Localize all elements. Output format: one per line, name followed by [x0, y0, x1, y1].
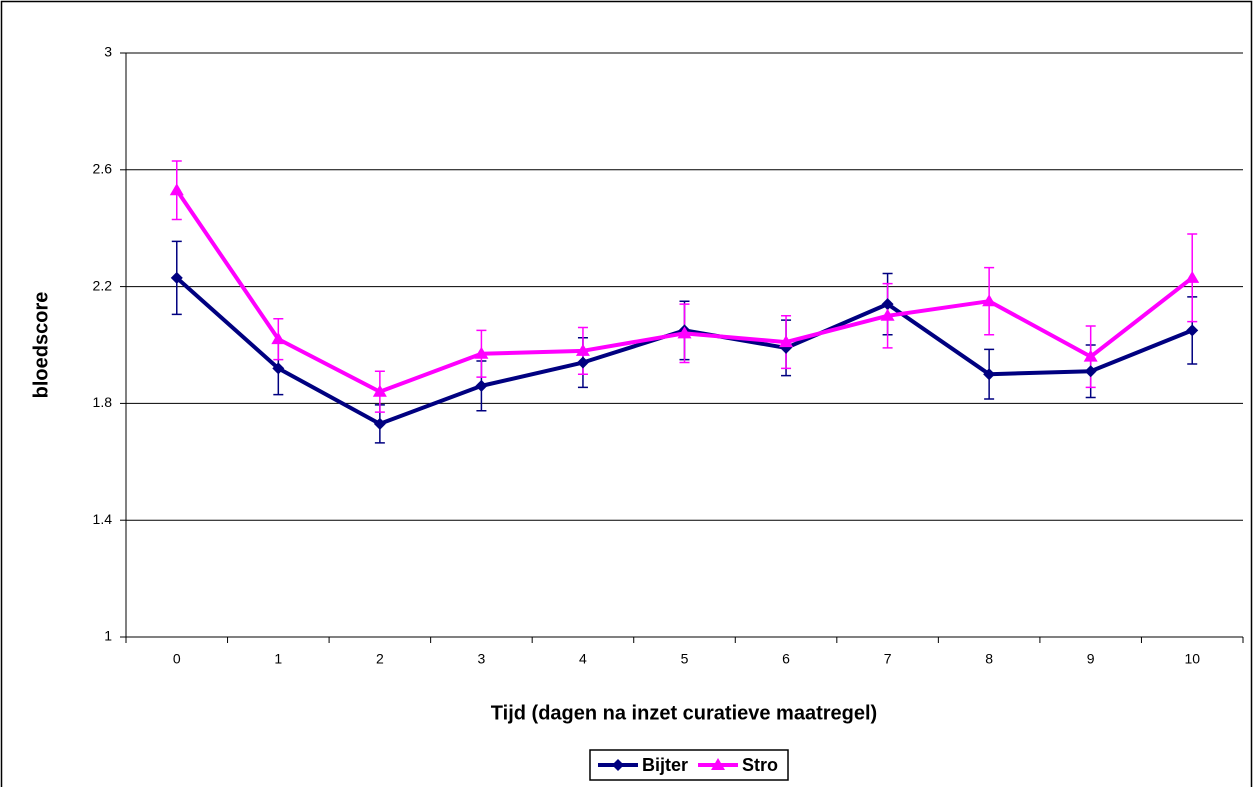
marker — [169, 183, 184, 196]
x-tick-label: 9 — [1087, 651, 1095, 667]
y-tick-label: 1.4 — [93, 511, 113, 527]
legend-label: Stro — [742, 755, 778, 775]
marker — [982, 294, 997, 307]
marker — [474, 346, 489, 359]
marker — [1083, 349, 1098, 362]
x-axis-title: Tijd (dagen na inzet curatieve maatregel… — [491, 702, 877, 724]
x-tick-label: 8 — [985, 651, 993, 667]
x-tick-label: 3 — [478, 651, 486, 667]
x-tick-label: 1 — [274, 651, 282, 667]
legend-label: Bijter — [642, 755, 688, 775]
y-axis-title: bloedscore — [30, 292, 52, 399]
x-tick-label: 4 — [579, 651, 587, 667]
y-tick-label: 2.2 — [93, 277, 113, 293]
marker — [272, 362, 285, 375]
marker — [271, 332, 286, 345]
marker — [611, 759, 624, 771]
y-tick-label: 3 — [104, 44, 112, 60]
marker — [575, 343, 590, 356]
y-tick-label: 2.6 — [93, 161, 113, 177]
x-tick-label: 2 — [376, 651, 384, 667]
x-tick-label: 6 — [782, 651, 790, 667]
marker — [779, 335, 794, 348]
marker — [372, 384, 387, 397]
marker — [1084, 365, 1097, 378]
x-tick-label: 0 — [173, 651, 181, 667]
x-tick-label: 5 — [681, 651, 689, 667]
marker — [1186, 324, 1199, 337]
marker — [711, 758, 726, 770]
marker — [881, 298, 894, 311]
legend: Bijter Stro — [589, 749, 789, 781]
marker — [576, 356, 589, 369]
marker — [880, 308, 895, 321]
y-tick-label: 1 — [104, 628, 112, 644]
marker — [1185, 270, 1200, 283]
y-tick-label: 1.8 — [93, 394, 113, 410]
marker — [475, 379, 488, 392]
marker — [677, 326, 692, 339]
marker — [373, 417, 386, 430]
marker — [170, 271, 183, 284]
marker — [983, 368, 996, 381]
x-tick-label: 7 — [884, 651, 892, 667]
x-tick-label: 10 — [1184, 651, 1200, 667]
